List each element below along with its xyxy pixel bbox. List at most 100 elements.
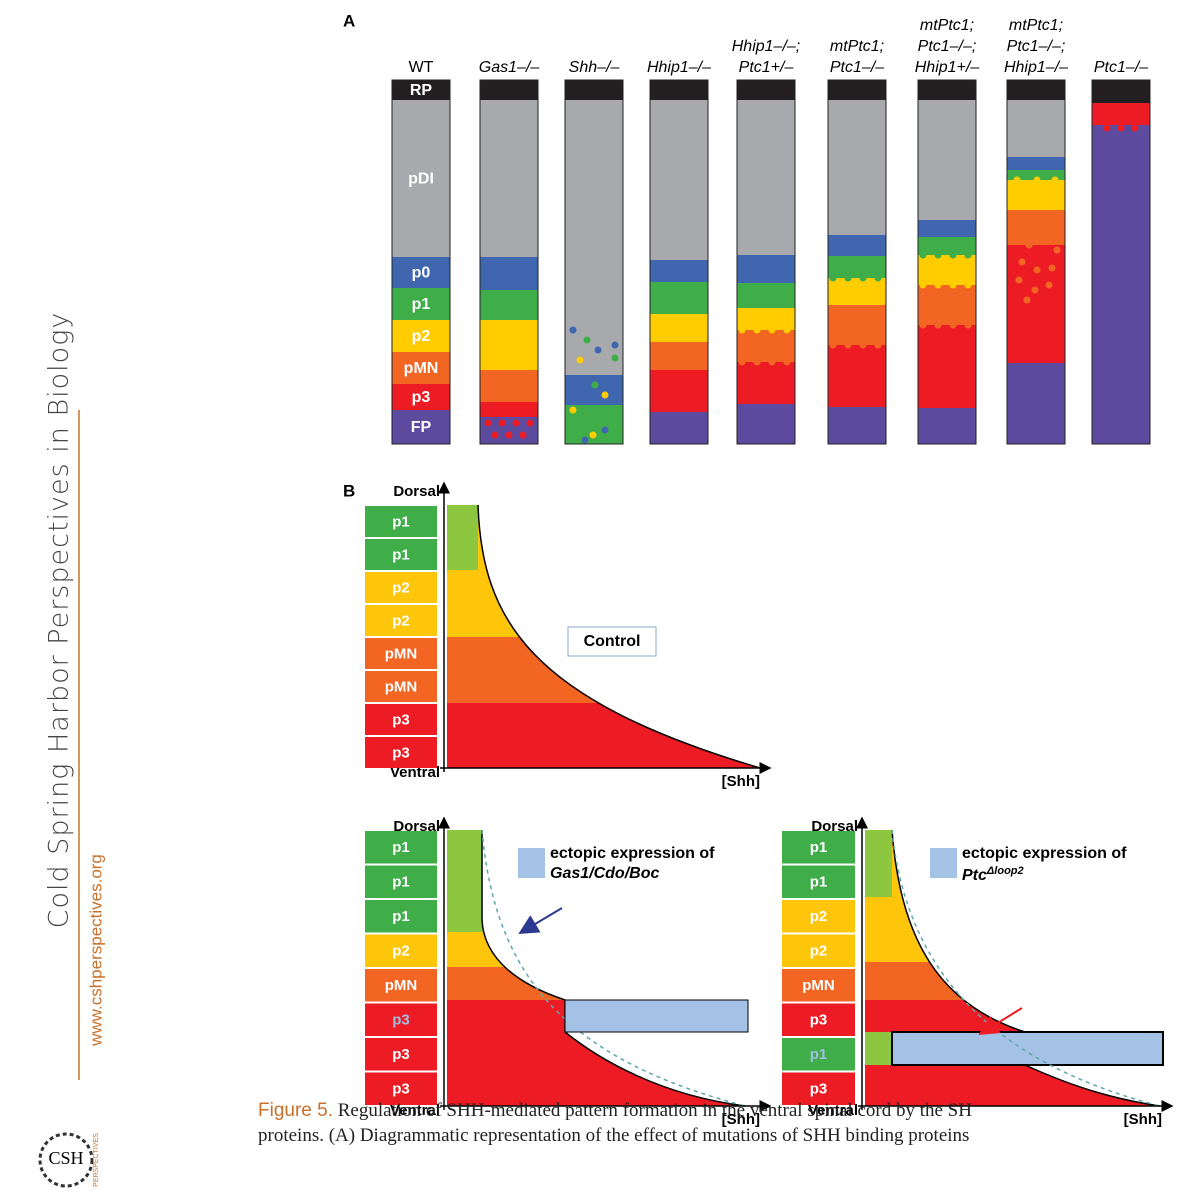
cell-dot: [920, 282, 927, 289]
logo-sub: PERSPECTIVES: [93, 1133, 100, 1187]
cell-dot: [845, 275, 852, 282]
zone-label: p1: [392, 839, 410, 856]
zone: [1007, 80, 1065, 100]
cell-dot: [920, 252, 927, 259]
zone: [737, 330, 795, 362]
zone-label: RP: [410, 82, 433, 99]
cell-dot: [570, 327, 577, 334]
column-header: Gas1–/–: [479, 59, 540, 76]
legend-swatch: [930, 848, 957, 878]
zone: [650, 80, 708, 100]
cell-dot: [602, 427, 609, 434]
cell-dot: [597, 417, 604, 424]
zone: [480, 100, 538, 257]
zone: [650, 282, 708, 314]
column-header: Hhip1+/–: [915, 59, 980, 76]
cell-dot: [1034, 267, 1041, 274]
cell-dot: [607, 382, 614, 389]
zone-label: p1: [392, 908, 410, 925]
cell-dot: [513, 420, 520, 427]
cell-dot: [612, 355, 619, 362]
zone-label: p2: [810, 908, 828, 925]
zone: [650, 100, 708, 260]
zone-label: pMN: [404, 360, 439, 377]
cell-dot: [520, 432, 527, 439]
sidebar: Cold Spring Harbor Perspectives in Biolo…: [40, 312, 105, 1187]
caption-line: proteins. (A) Diagrammatic representatio…: [258, 1125, 969, 1147]
ectopic-box: [892, 1032, 1163, 1065]
cell-dot: [875, 275, 882, 282]
zone: [480, 290, 538, 320]
cell-dot: [860, 342, 867, 349]
cell-dot: [965, 282, 972, 289]
zone: [1007, 100, 1065, 157]
cell-dot: [1034, 177, 1041, 184]
column-header: Ptc1–/–;: [1007, 38, 1066, 55]
zone-label: p3: [810, 1012, 828, 1029]
cell-dot: [1032, 287, 1039, 294]
zone: [1007, 245, 1065, 363]
legend: Control: [584, 633, 641, 650]
zone: [1007, 157, 1065, 170]
zone: [737, 80, 795, 100]
column-header: Hhip1–/–: [647, 59, 711, 76]
zone: [1007, 180, 1065, 210]
zone-label: p1: [392, 513, 410, 530]
cell-dot: [860, 275, 867, 282]
zone: [918, 325, 976, 408]
zone: [650, 314, 708, 342]
figure-label: Figure 5.: [258, 1100, 333, 1121]
axis-label: [Shh]: [722, 773, 760, 790]
cell-dot: [1042, 235, 1049, 242]
cell-dot: [920, 322, 927, 329]
cell-dot: [1132, 125, 1139, 132]
cell-dot: [784, 359, 791, 366]
cell-dot: [754, 327, 761, 334]
column-header: Ptc1+/–: [739, 59, 794, 76]
legend: Gas1/Cdo/Boc: [550, 865, 659, 882]
column-header: mtPtc1;: [830, 38, 884, 55]
zone-label: p2: [392, 943, 410, 960]
zone-label: p1: [392, 874, 410, 891]
cell-dot: [1054, 247, 1061, 254]
cell-dot: [612, 342, 619, 349]
cell-dot: [1034, 197, 1041, 204]
column-header: mtPtc1;: [1009, 17, 1063, 34]
cell-dot: [499, 420, 506, 427]
logo: CSH: [48, 1148, 83, 1168]
cell-dot: [965, 322, 972, 329]
cell-dot: [1111, 107, 1118, 114]
cell-dot: [769, 327, 776, 334]
zone-label: p1: [392, 546, 410, 563]
panel-a: WTRPpDIp0p1p2pMNp3FPGas1–/–Shh–/–Hhip1–/…: [392, 17, 1150, 444]
zone: [650, 412, 708, 444]
cell-dot: [577, 357, 584, 364]
zone: [737, 362, 795, 404]
cell-dot: [1019, 259, 1026, 266]
zone-label: pMN: [385, 645, 418, 662]
cell-dot: [935, 252, 942, 259]
cell-dot: [592, 382, 599, 389]
zone-label: p2: [392, 579, 410, 596]
cell-dot: [1026, 242, 1033, 249]
cell-dot: [1052, 177, 1059, 184]
cell-dot: [1052, 197, 1059, 204]
cell-dot: [739, 359, 746, 366]
cell-dot: [595, 347, 602, 354]
zone: [650, 342, 708, 370]
arrow: [520, 908, 562, 933]
cell-dot: [582, 437, 589, 444]
zone-label: p3: [412, 389, 431, 406]
zone: [828, 80, 886, 100]
cell-dot: [1097, 107, 1104, 114]
zone-label: p1: [810, 874, 828, 891]
cell-dot: [1104, 125, 1111, 132]
zone-label: p3: [392, 711, 410, 728]
cell-dot: [570, 407, 577, 414]
zone-label: pMN: [802, 977, 835, 994]
legend: PtcΔloop2: [962, 865, 1024, 884]
zone: [565, 100, 623, 375]
column-header: Ptc1–/–: [830, 59, 884, 76]
zone: [737, 100, 795, 255]
zone: [565, 80, 623, 100]
